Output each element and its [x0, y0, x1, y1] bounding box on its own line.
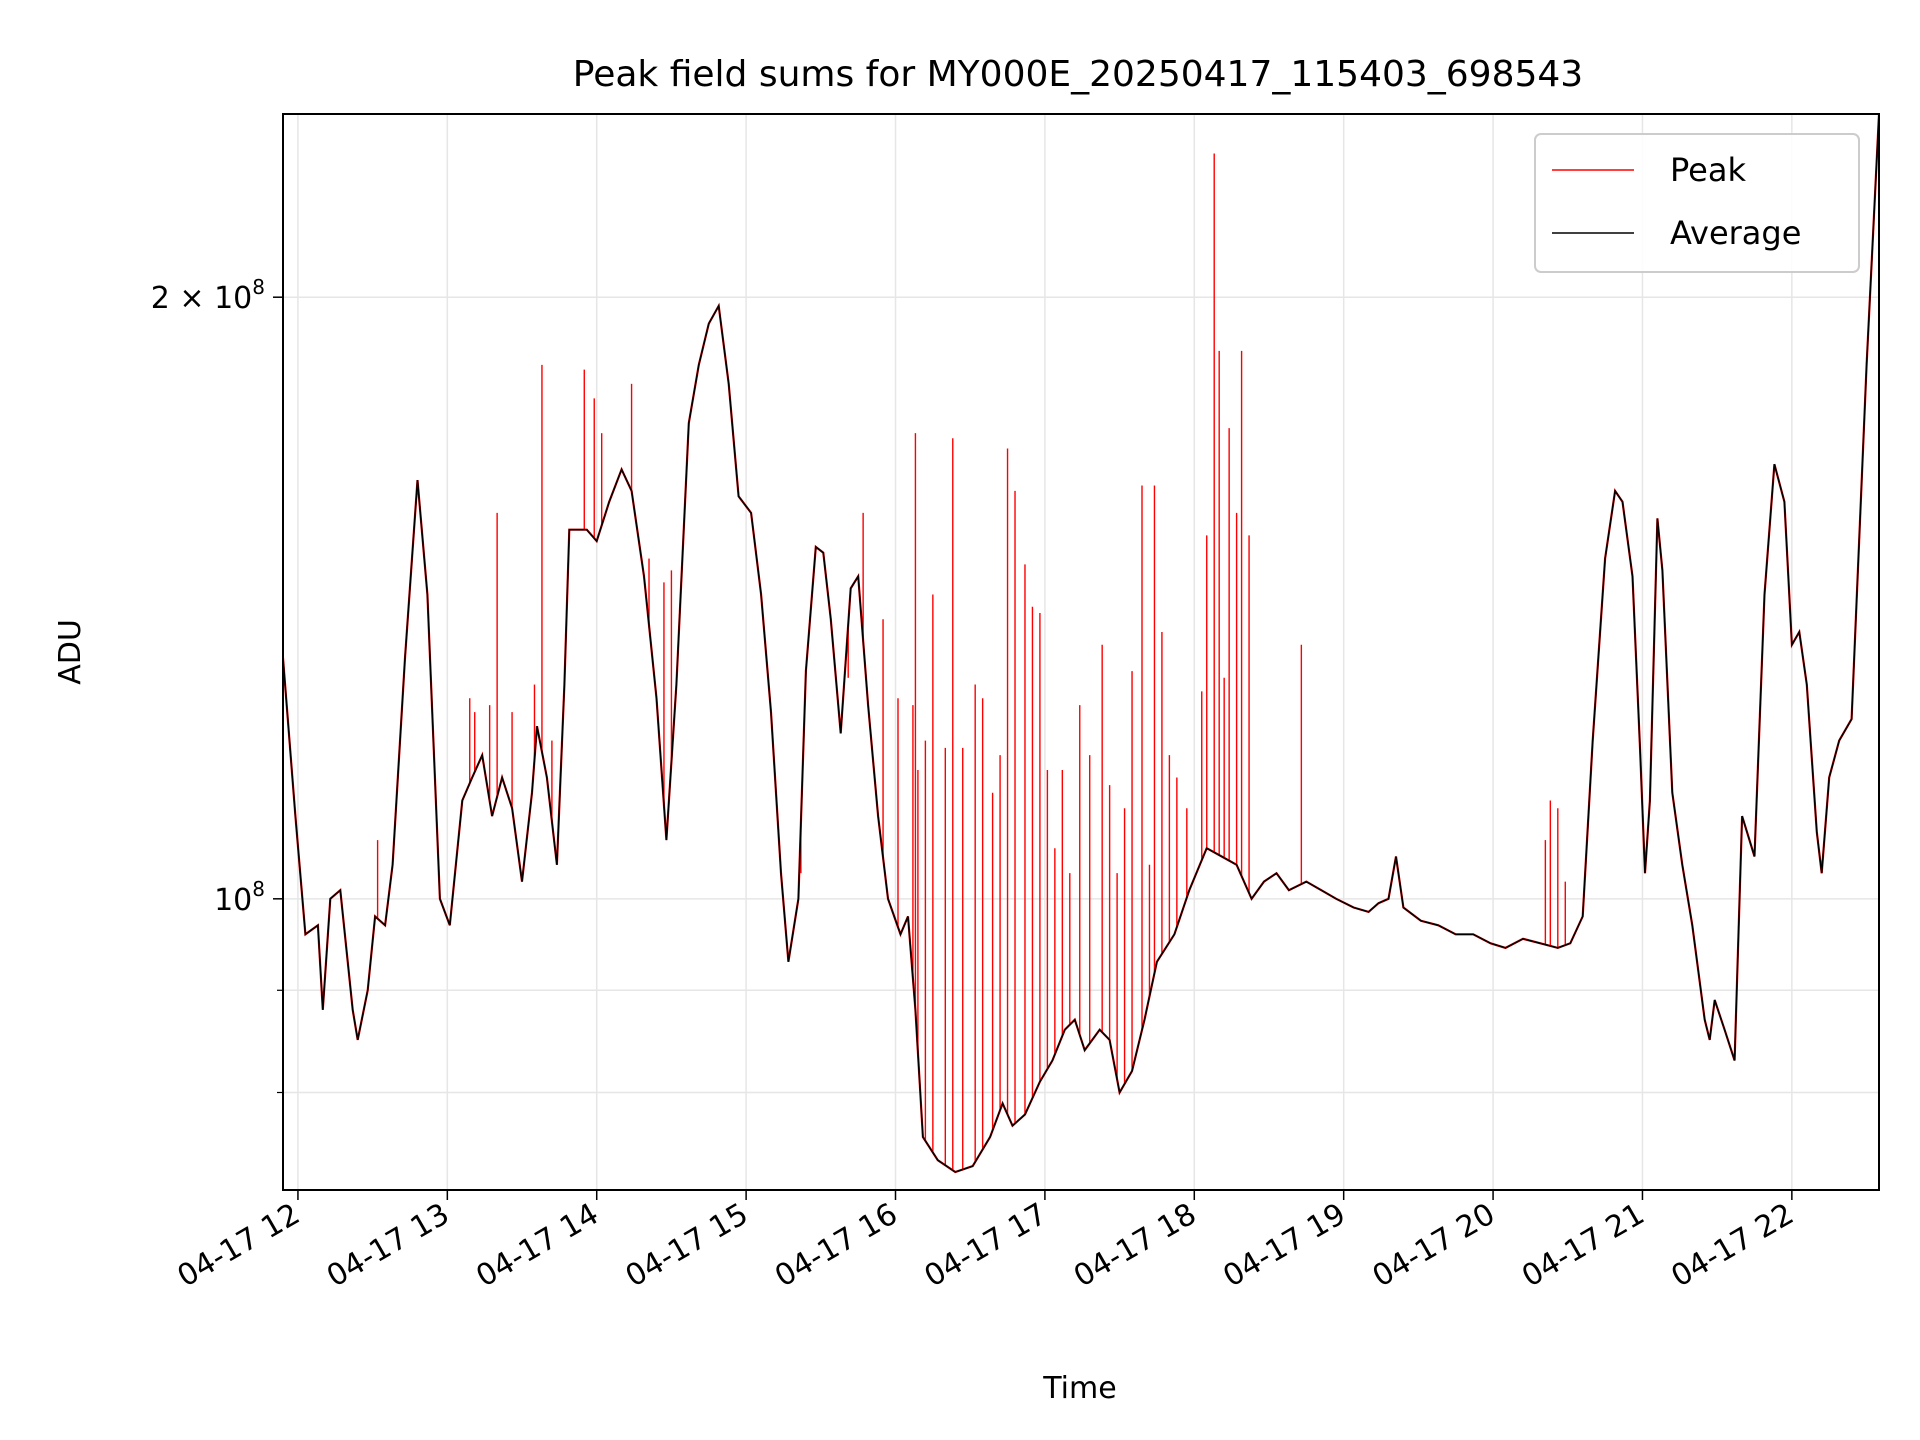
x-tick-label: 04-17 16 [769, 1197, 903, 1295]
legend: Peak Average [1534, 133, 1860, 273]
y-tick-label: 108 [214, 877, 265, 918]
y-tick-label: 2 × 108 [151, 275, 265, 316]
chart-title: Peak field sums for MY000E_20250417_1154… [573, 54, 1583, 95]
legend-peak-label: Peak [1670, 151, 1746, 189]
series-average-line [283, 114, 1879, 1173]
x-tick-label: 04-17 21 [1516, 1197, 1650, 1295]
grid [283, 114, 1879, 1190]
x-axis-label: Time [1042, 1371, 1116, 1406]
x-tick-label: 04-17 22 [1666, 1197, 1800, 1295]
y-axis-label: ADU [53, 619, 88, 685]
legend-box [1534, 133, 1860, 273]
x-tick-label: 04-17 17 [919, 1197, 1053, 1295]
legend-average-label: Average [1670, 214, 1801, 252]
x-tick-label: 04-17 20 [1367, 1197, 1501, 1295]
y-axis: 108 2 × 108 [151, 275, 283, 1094]
x-tick-label: 04-17 19 [1217, 1197, 1351, 1295]
x-tick-label: 04-17 18 [1068, 1197, 1202, 1295]
x-tick-label: 04-17 13 [321, 1197, 455, 1295]
x-tick-label: 04-17 15 [620, 1197, 754, 1295]
x-tick-label: 04-17 12 [172, 1197, 306, 1295]
plot-frame [282, 113, 1880, 1191]
x-tick-label: 04-17 14 [470, 1197, 604, 1295]
x-axis: 04-17 12 04-17 13 04-17 14 04-17 15 04-17 16… [172, 1190, 1800, 1294]
plot-area [283, 114, 1879, 1174]
